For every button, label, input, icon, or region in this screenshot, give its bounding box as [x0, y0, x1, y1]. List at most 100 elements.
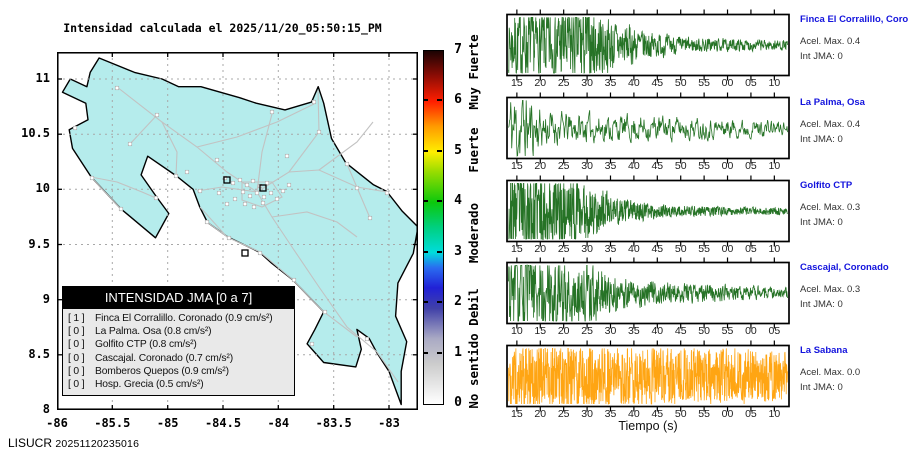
trace-tick-label: 10	[768, 243, 781, 255]
station-jma-intensity: Int JMA: 0	[800, 298, 843, 310]
station-max-acceleration: Acel. Max. 0.4	[800, 118, 861, 130]
station-marker	[214, 157, 220, 163]
station-marker	[184, 169, 190, 175]
station-marker	[364, 336, 370, 342]
trace-tick-label: 40	[628, 408, 640, 420]
trace-box	[506, 96, 790, 160]
trace-plot	[506, 340, 790, 412]
trace-tick-label: 40	[651, 325, 664, 337]
legend-row-intensity: [ 0 ]	[68, 365, 85, 377]
trace-tick-label: 05	[745, 408, 757, 420]
colorbar-tick	[437, 99, 442, 102]
station-marker	[230, 180, 236, 186]
trace-tick-label: 10	[768, 160, 781, 172]
trace-tick-label: 10	[768, 77, 781, 89]
trace-tick-label: 30	[604, 325, 617, 337]
legend-row-intensity: [ 0 ]	[68, 339, 85, 351]
legend-row: [ 0 ] Cascajal. Coronado (0.7 cm/s²)	[63, 352, 294, 365]
trace-waveform	[508, 182, 788, 241]
legend-row-intensity: [ 0 ]	[68, 352, 85, 364]
station-info: Finca El Corralillo, Coro Acel. Max. 0.4 I…	[800, 14, 910, 63]
trace-tick-label: 30	[581, 77, 593, 89]
trace-tick-label: 25	[557, 408, 570, 420]
map-y-tick-label: 11	[35, 71, 50, 85]
trace-tick-label: 15	[511, 77, 523, 89]
legend-row: [ 0 ] Hosp. Grecia (0.5 cm/s²)	[63, 378, 294, 391]
footer-timestamp-code: 20251120235016	[55, 438, 140, 450]
station-max-acceleration: Acel. Max. 0.4	[800, 35, 861, 47]
station-marker	[224, 201, 230, 207]
map-x-tick-label: -83	[378, 416, 400, 430]
colorbar-tick	[423, 351, 428, 354]
trace-tick-label: 45	[651, 408, 664, 420]
colorbar-category-label: Fuerte	[466, 127, 481, 173]
page-title: Intensidad calculada el 2025/11/20_05:50…	[63, 21, 382, 35]
colorbar-category-label: Muy Fuerte	[466, 34, 481, 110]
station-marker	[173, 173, 179, 179]
trace-tick-label: 20	[557, 325, 570, 337]
station-marker	[254, 190, 260, 196]
colorbar-tick	[423, 301, 428, 304]
station-info: Golfito CTP Acel. Max. 0.3 Int JMA: 0	[800, 180, 910, 229]
map-y-tick-label: 9	[42, 291, 50, 306]
station-marker	[269, 109, 275, 115]
station-name: La Palma, Osa	[800, 97, 865, 108]
station-name: La Sabana	[800, 345, 848, 356]
map-y-tick-label: 9.5	[28, 236, 50, 251]
map-y-tick-label: 8.5	[28, 346, 50, 361]
trace-tick-label: 25	[581, 325, 593, 337]
trace-tick-label: 50	[674, 77, 687, 89]
station-info: La Palma, Osa Acel. Max. 0.4 Int JMA: 0	[800, 97, 910, 146]
trace-tick-label: 15	[511, 243, 523, 255]
station-marker	[89, 175, 95, 181]
station-marker	[311, 99, 317, 105]
trace-tick-label: 30	[581, 160, 593, 172]
station-marker	[114, 85, 120, 91]
colorbar-tick-label: 3	[454, 243, 462, 259]
map-y-tick-label: 10	[35, 181, 50, 196]
station-marker	[247, 193, 253, 199]
station-marker	[153, 195, 159, 201]
station-marker	[240, 189, 246, 195]
trace-tick-label: 15	[534, 325, 547, 337]
trace-tick-label: 25	[557, 243, 570, 255]
trace-waveform	[508, 347, 788, 405]
road-line	[318, 121, 374, 171]
colorbar-tick	[423, 149, 428, 152]
road-line	[271, 211, 358, 238]
trace-axis-labels: 15 20 25 30 35 40 45 50 55 00 05 10	[506, 408, 790, 421]
trace-tick-label: 20	[534, 408, 547, 420]
trace-waveform	[508, 16, 788, 74]
legend-row-station: Hosp. Grecia (0.5 cm/s²)	[95, 379, 204, 391]
trace-tick-label: 50	[698, 325, 710, 337]
trace-tick-label: 20	[534, 243, 547, 255]
trace-tick-label: 40	[628, 160, 640, 172]
trace-tick-label: 10	[511, 325, 523, 337]
trace-tick-label: 00	[721, 160, 734, 172]
map-x-tick-label: -83.5	[315, 416, 352, 430]
map-x-tick-label: -86	[46, 416, 68, 430]
station-marker	[244, 182, 250, 188]
road-line	[161, 121, 178, 177]
highlighted-station-marker	[223, 176, 231, 184]
station-marker	[222, 175, 228, 181]
trace-plot	[506, 9, 790, 81]
station-marker	[264, 180, 270, 186]
trace-tick-label: 50	[674, 243, 687, 255]
map-y-tick-label: 10.5	[21, 126, 50, 141]
station-marker	[226, 235, 232, 241]
trace-tick-label: 45	[651, 243, 664, 255]
trace-tick-label: 45	[651, 77, 664, 89]
road-line	[206, 221, 230, 239]
legend-title: INTENSIDAD JMA [0 a 7]	[63, 287, 294, 309]
station-marker	[384, 190, 390, 196]
trace-tick-label: 25	[557, 160, 570, 172]
trace-tick-label: 30	[581, 243, 593, 255]
road-line	[256, 113, 273, 193]
station-marker	[72, 125, 78, 131]
station-name: Finca El Corralillo, Coro	[800, 14, 909, 25]
colorbar-tick-label: 4	[454, 193, 462, 209]
station-info: La Sabana Acel. Max. 0.0 Int JMA: 0	[800, 345, 910, 394]
legend-row-station: Finca El Corralillo. Coronado (0.9 cm/s²…	[95, 313, 273, 325]
